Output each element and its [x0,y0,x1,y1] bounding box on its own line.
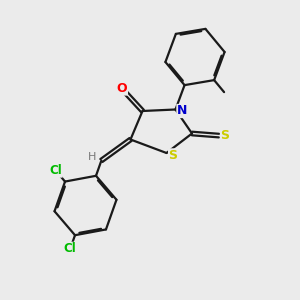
Text: O: O [117,82,128,95]
Text: S: S [220,129,230,142]
Text: S: S [169,149,178,162]
Text: Cl: Cl [49,164,62,177]
Text: H: H [88,152,96,162]
Text: N: N [177,104,187,118]
Text: Cl: Cl [64,242,76,255]
